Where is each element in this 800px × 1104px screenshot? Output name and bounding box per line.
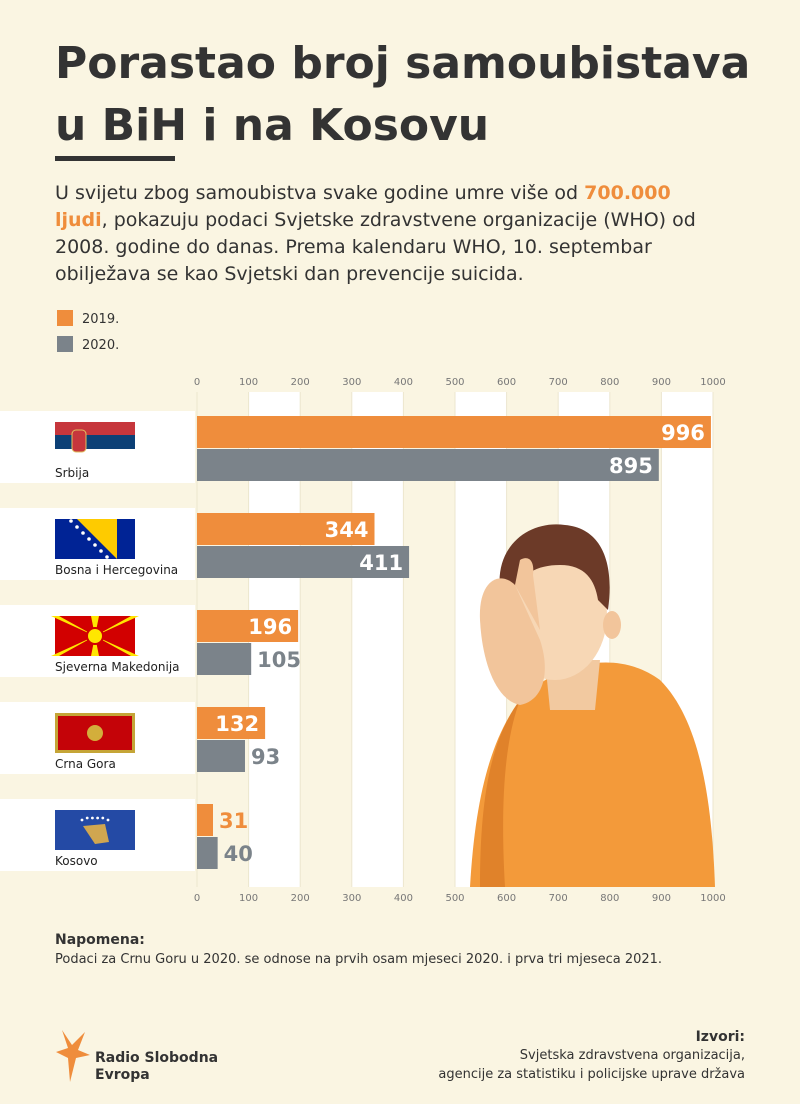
bar <box>197 546 410 578</box>
note-title: Napomena: <box>55 932 145 948</box>
x-tick-label: 300 <box>342 377 361 388</box>
flag <box>99 549 103 553</box>
bar <box>197 707 266 739</box>
category-label: Crna Gora <box>55 757 116 771</box>
x-tick-label: 800 <box>600 893 619 904</box>
x-tick-label: 400 <box>394 377 413 388</box>
value-label: 996 <box>661 421 705 445</box>
x-tick-label: 100 <box>239 893 258 904</box>
legend-swatch <box>57 336 73 352</box>
flag <box>106 818 110 822</box>
bar <box>197 837 218 869</box>
note-text: Podaci za Crnu Goru u 2020. se odnose na… <box>55 952 662 967</box>
x-tick-label: 900 <box>652 377 671 388</box>
value-label: 40 <box>224 842 253 866</box>
flag <box>91 616 99 636</box>
flag <box>69 519 73 523</box>
x-tick-label: 500 <box>445 893 464 904</box>
flag <box>51 636 95 656</box>
bar <box>197 416 711 448</box>
x-tick-label: 200 <box>291 893 310 904</box>
intro-part: U svijetu zbog samoubistva svake godine … <box>55 182 585 204</box>
legend-swatch <box>57 310 73 326</box>
flag <box>75 525 79 529</box>
x-tick-label: 600 <box>497 377 516 388</box>
intro-part: , pokazuju podaci Svjetske zdravstvene o… <box>55 209 696 285</box>
x-tick-label: 600 <box>497 893 516 904</box>
flag <box>93 543 97 547</box>
title-underline <box>55 156 175 161</box>
value-label: 344 <box>325 518 369 542</box>
x-tick-label: 100 <box>239 377 258 388</box>
flag <box>83 824 109 844</box>
x-tick-label: 700 <box>549 377 568 388</box>
legend-label: 2019. <box>82 312 119 327</box>
flag <box>87 725 103 741</box>
logo-text: Radio Slobodna <box>95 1050 218 1066</box>
flag <box>91 636 99 656</box>
flag <box>96 816 99 820</box>
category-label: Sjeverna Makedonija <box>55 660 180 674</box>
bar <box>197 449 659 481</box>
category-label: Bosna i Hercegovina <box>55 563 178 577</box>
flag <box>85 816 89 820</box>
flag <box>51 616 95 636</box>
category-label: Srbija <box>55 466 89 480</box>
value-label: 93 <box>251 745 280 769</box>
x-tick-label: 700 <box>549 893 568 904</box>
bar <box>197 610 299 642</box>
bar <box>197 513 375 545</box>
sources-line: agencije za statistiku i policijske upra… <box>438 1067 745 1082</box>
flag <box>55 435 135 449</box>
x-tick-label: 200 <box>291 377 310 388</box>
category-label: Kosovo <box>55 854 98 868</box>
x-tick-label: 0 <box>194 893 200 904</box>
bar <box>197 804 213 836</box>
flag <box>55 449 135 462</box>
x-tick-label: 800 <box>600 377 619 388</box>
sources-line: Svjetska zdravstvena organizacija, <box>520 1048 745 1063</box>
flag <box>80 818 84 822</box>
bar <box>197 740 245 772</box>
flag <box>77 519 117 559</box>
value-label: 105 <box>257 648 301 672</box>
flag <box>86 627 104 645</box>
x-tick-label: 500 <box>445 377 464 388</box>
x-tick-label: 300 <box>342 893 361 904</box>
legend-label: 2020. <box>82 338 119 353</box>
logo-text: Evropa <box>95 1067 150 1083</box>
flag <box>101 816 105 820</box>
value-label: 196 <box>248 615 292 639</box>
flag <box>95 616 139 636</box>
flag <box>95 636 139 656</box>
value-label: 31 <box>219 809 248 833</box>
flag <box>55 422 135 435</box>
x-tick-label: 900 <box>652 893 671 904</box>
logo: Radio Slobodna Evropa <box>56 1030 218 1083</box>
flag <box>91 816 94 820</box>
x-tick-label: 400 <box>394 893 413 904</box>
person-illustration <box>470 524 715 887</box>
x-tick-label: 1000 <box>700 893 725 904</box>
title-line: Porastao broj samoubistava <box>55 38 750 89</box>
intro-text: U svijetu zbog samoubistva svake godine … <box>55 180 715 288</box>
flag <box>71 429 87 453</box>
value-label: 411 <box>359 551 403 575</box>
flag <box>87 537 91 541</box>
flag <box>81 531 85 535</box>
value-label: 132 <box>215 712 259 736</box>
title-line: u BiH i na Kosovu <box>55 100 489 151</box>
x-tick-label: 0 <box>194 377 200 388</box>
flag <box>105 555 109 559</box>
intro-highlight: 700.000 ljudi <box>55 182 671 231</box>
value-label: 895 <box>609 454 653 478</box>
x-tick-label: 1000 <box>700 377 725 388</box>
sources-title: Izvori: <box>696 1029 745 1045</box>
bar <box>197 643 252 675</box>
